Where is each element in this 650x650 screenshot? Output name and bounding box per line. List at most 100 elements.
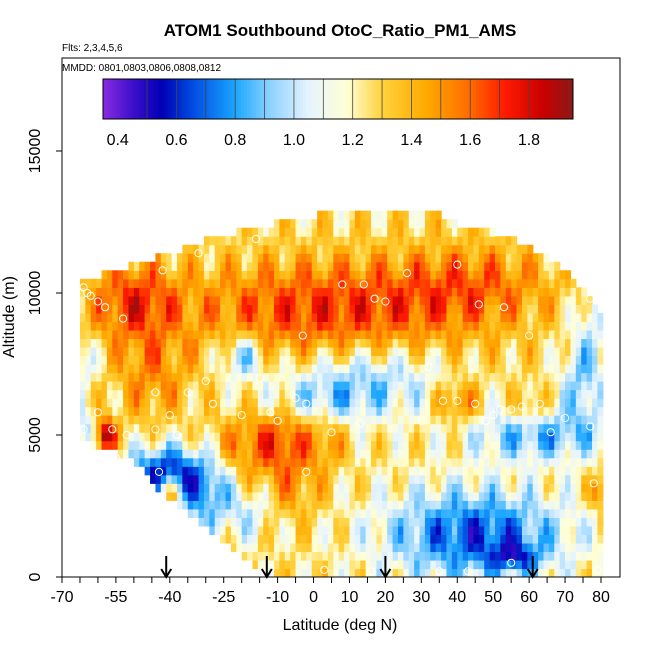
x-tick-label: -70 xyxy=(50,589,73,606)
heatmap-cell xyxy=(300,474,307,484)
heatmap-cell xyxy=(435,261,442,271)
heatmap-cell xyxy=(371,210,378,220)
heatmap-cell xyxy=(263,236,270,246)
heatmap-cell xyxy=(176,355,183,365)
heatmap-cell xyxy=(101,415,108,425)
heatmap-cell xyxy=(133,329,140,340)
heatmap-cell xyxy=(527,253,534,263)
heatmap-cell xyxy=(247,525,254,535)
heatmap-cell xyxy=(446,364,453,374)
heatmap-cell xyxy=(538,517,545,527)
heatmap-cell xyxy=(236,312,243,322)
heatmap-cell xyxy=(505,253,512,263)
heatmap-cell xyxy=(85,415,92,425)
heatmap-cell xyxy=(548,542,555,553)
heatmap-cell xyxy=(306,372,313,382)
heatmap-cell xyxy=(333,559,340,570)
heatmap-cell xyxy=(187,270,194,280)
heatmap-cell xyxy=(543,261,550,271)
heatmap-cell xyxy=(214,457,221,467)
heatmap-cell xyxy=(392,432,399,442)
colorbar-segment xyxy=(367,79,371,119)
heatmap-cell xyxy=(451,449,458,459)
heatmap-cell xyxy=(230,244,237,254)
heatmap-cell xyxy=(570,525,577,535)
heatmap-cell xyxy=(403,210,410,220)
heatmap-cell xyxy=(516,534,523,544)
heatmap-cell xyxy=(376,440,383,450)
heatmap-cell xyxy=(306,474,313,484)
colorbar-segment xyxy=(293,79,298,119)
heatmap-cell xyxy=(106,312,113,322)
heatmap-cell xyxy=(123,270,130,280)
heatmap-cell xyxy=(203,491,210,501)
heatmap-cell xyxy=(424,253,431,263)
heatmap-cell xyxy=(592,432,599,442)
heatmap-cell xyxy=(193,278,200,288)
heatmap-cell xyxy=(327,568,334,577)
heatmap-cell xyxy=(430,440,437,450)
heatmap-cell xyxy=(543,559,550,570)
heatmap-cell xyxy=(570,321,577,331)
heatmap-cell xyxy=(112,364,119,374)
heatmap-cell xyxy=(306,227,313,237)
heatmap-cell xyxy=(495,491,501,501)
heatmap-cell xyxy=(106,278,113,288)
heatmap-cell xyxy=(457,440,464,450)
heatmap-cell xyxy=(387,278,394,288)
heatmap-cell xyxy=(559,329,566,340)
heatmap-cell xyxy=(543,329,550,340)
heatmap-cell xyxy=(484,346,491,357)
heatmap-cell xyxy=(85,329,92,340)
heatmap-cell xyxy=(403,321,410,331)
heatmap-cell xyxy=(209,346,216,357)
heatmap-cell xyxy=(521,457,528,467)
heatmap-cell xyxy=(247,449,254,459)
heatmap-cell xyxy=(419,483,426,493)
heatmap-cell xyxy=(268,295,275,305)
heatmap-cell xyxy=(527,321,534,331)
heatmap-cell xyxy=(290,415,297,425)
heatmap-cell xyxy=(230,542,237,553)
heatmap-cell xyxy=(575,457,582,467)
heatmap-cell xyxy=(198,321,205,331)
heatmap-cell xyxy=(554,261,561,271)
heatmap-cell xyxy=(468,466,475,476)
heatmap-cell xyxy=(489,227,496,237)
heatmap-cell xyxy=(268,338,275,348)
heatmap-cell xyxy=(387,244,394,254)
heatmap-cell xyxy=(133,457,140,467)
heatmap-cell xyxy=(484,440,491,450)
heatmap-cell xyxy=(397,457,404,467)
heatmap-cell xyxy=(365,474,372,484)
heatmap-cell xyxy=(322,483,329,493)
heatmap-cell xyxy=(397,525,404,535)
heatmap-cell xyxy=(387,253,394,263)
heatmap-cell xyxy=(408,415,415,425)
heatmap-cell xyxy=(117,295,124,305)
heatmap-cell xyxy=(597,338,604,348)
heatmap-cell xyxy=(193,432,200,442)
heatmap-cell xyxy=(527,381,534,391)
heatmap-cell xyxy=(257,346,264,357)
heatmap-cell xyxy=(462,355,469,365)
colorbar-segment xyxy=(176,79,180,119)
heatmap-cell xyxy=(247,329,254,340)
heatmap-cell xyxy=(203,355,210,365)
heatmap-cell xyxy=(559,534,566,544)
heatmap-cell xyxy=(397,295,404,305)
heatmap-cell xyxy=(230,304,237,314)
heatmap-cell xyxy=(349,304,356,314)
heatmap-cell xyxy=(230,415,237,425)
heatmap-cell xyxy=(101,329,108,340)
heatmap-cell xyxy=(214,398,221,408)
heatmap-cell xyxy=(311,432,318,442)
heatmap-cell xyxy=(408,559,415,570)
heatmap-cell xyxy=(300,534,307,544)
heatmap-cell xyxy=(268,534,275,544)
heatmap-cell xyxy=(387,364,394,374)
heatmap-cell xyxy=(209,440,216,450)
heatmap-cell xyxy=(414,525,421,535)
heatmap-cell xyxy=(160,389,167,399)
heatmap-cell xyxy=(311,423,318,433)
